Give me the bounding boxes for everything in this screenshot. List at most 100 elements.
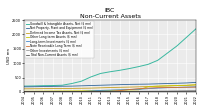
Note Receivable Long Term ($ mn) xyxy=(71,91,73,92)
Note Receivable Long Term ($ mn) xyxy=(185,87,188,88)
Total Non-Current Assets ($ mn) xyxy=(32,91,35,92)
Title: IBC
Non-Current Assets: IBC Non-Current Assets xyxy=(80,8,140,19)
Other Long-term Assets ($ mn) xyxy=(109,90,111,91)
Deferred Income Tax Assets, Net ($ mn) xyxy=(166,85,169,87)
Other Investments ($ mn) xyxy=(109,91,111,92)
Net Property, Plant and Equipment ($ mn) xyxy=(118,84,121,85)
Long-term Investments ($ mn) xyxy=(109,89,111,91)
Goodwill & Intangible Assets, Net ($ mn) xyxy=(176,45,178,47)
Deferred Income Tax Assets, Net ($ mn) xyxy=(195,84,197,85)
Total Non-Current Assets ($ mn) xyxy=(195,91,197,92)
Net Property, Plant and Equipment ($ mn) xyxy=(128,84,130,85)
Note Receivable Long Term ($ mn) xyxy=(61,91,63,92)
Other Investments ($ mn) xyxy=(99,91,102,92)
Total Non-Current Assets ($ mn) xyxy=(157,91,159,92)
Other Long-term Assets ($ mn) xyxy=(128,89,130,91)
Deferred Income Tax Assets, Net ($ mn) xyxy=(80,88,83,89)
Line: Other Long-term Assets ($ mn): Other Long-term Assets ($ mn) xyxy=(24,85,196,91)
Other Investments ($ mn) xyxy=(137,90,140,92)
Note Receivable Long Term ($ mn) xyxy=(99,91,102,92)
Other Investments ($ mn) xyxy=(90,91,92,92)
Goodwill & Intangible Assets, Net ($ mn) xyxy=(195,28,197,29)
Other Investments ($ mn) xyxy=(61,91,63,92)
Other Long-term Assets ($ mn) xyxy=(147,86,149,87)
Net Property, Plant and Equipment ($ mn) xyxy=(23,86,25,87)
Other Investments ($ mn) xyxy=(147,90,149,92)
Goodwill & Intangible Assets, Net ($ mn) xyxy=(109,71,111,72)
Deferred Income Tax Assets, Net ($ mn) xyxy=(71,88,73,89)
Other Investments ($ mn) xyxy=(80,91,83,92)
Other Investments ($ mn) xyxy=(42,91,44,92)
Net Property, Plant and Equipment ($ mn) xyxy=(71,85,73,87)
Long-term Investments ($ mn) xyxy=(90,90,92,92)
Long-term Investments ($ mn) xyxy=(32,91,35,92)
Net Property, Plant and Equipment ($ mn) xyxy=(90,85,92,86)
Deferred Income Tax Assets, Net ($ mn) xyxy=(23,88,25,89)
Deferred Income Tax Assets, Net ($ mn) xyxy=(118,87,121,88)
Other Long-term Assets ($ mn) xyxy=(137,89,140,90)
Line: Note Receivable Long Term ($ mn): Note Receivable Long Term ($ mn) xyxy=(24,87,196,92)
Goodwill & Intangible Assets, Net ($ mn) xyxy=(99,73,102,74)
Long-term Investments ($ mn) xyxy=(118,89,121,90)
Net Property, Plant and Equipment ($ mn) xyxy=(176,83,178,84)
Goodwill & Intangible Assets, Net ($ mn) xyxy=(128,68,130,69)
Note Receivable Long Term ($ mn) xyxy=(80,91,83,92)
Note Receivable Long Term ($ mn) xyxy=(51,91,54,92)
Note Receivable Long Term ($ mn) xyxy=(137,88,140,89)
Other Long-term Assets ($ mn) xyxy=(99,90,102,91)
Goodwill & Intangible Assets, Net ($ mn) xyxy=(61,85,63,86)
Net Property, Plant and Equipment ($ mn) xyxy=(157,83,159,84)
Line: Goodwill & Intangible Assets, Net ($ mn): Goodwill & Intangible Assets, Net ($ mn) xyxy=(24,29,196,86)
Deferred Income Tax Assets, Net ($ mn) xyxy=(61,88,63,89)
Net Property, Plant and Equipment ($ mn) xyxy=(80,85,83,86)
Net Property, Plant and Equipment ($ mn) xyxy=(137,84,140,85)
Total Non-Current Assets ($ mn) xyxy=(118,91,121,92)
Other Long-term Assets ($ mn) xyxy=(157,85,159,87)
Net Property, Plant and Equipment ($ mn) xyxy=(99,85,102,86)
Long-term Investments ($ mn) xyxy=(147,88,149,89)
Long-term Investments ($ mn) xyxy=(128,89,130,90)
Goodwill & Intangible Assets, Net ($ mn) xyxy=(157,60,159,61)
Deferred Income Tax Assets, Net ($ mn) xyxy=(90,87,92,89)
Other Long-term Assets ($ mn) xyxy=(32,90,35,92)
Note Receivable Long Term ($ mn) xyxy=(90,91,92,92)
Note Receivable Long Term ($ mn) xyxy=(23,91,25,92)
Note Receivable Long Term ($ mn) xyxy=(128,89,130,90)
Other Long-term Assets ($ mn) xyxy=(80,90,83,92)
Other Long-term Assets ($ mn) xyxy=(71,90,73,92)
Deferred Income Tax Assets, Net ($ mn) xyxy=(99,87,102,88)
Goodwill & Intangible Assets, Net ($ mn) xyxy=(32,85,35,87)
Y-axis label: USD mn: USD mn xyxy=(7,48,11,64)
Total Non-Current Assets ($ mn) xyxy=(99,91,102,92)
Other Investments ($ mn) xyxy=(157,90,159,92)
Long-term Investments ($ mn) xyxy=(23,91,25,92)
Other Long-term Assets ($ mn) xyxy=(42,90,44,92)
Other Investments ($ mn) xyxy=(32,91,35,92)
Total Non-Current Assets ($ mn) xyxy=(147,91,149,92)
Deferred Income Tax Assets, Net ($ mn) xyxy=(32,88,35,89)
Goodwill & Intangible Assets, Net ($ mn) xyxy=(137,66,140,67)
Note Receivable Long Term ($ mn) xyxy=(109,91,111,92)
Note Receivable Long Term ($ mn) xyxy=(147,87,149,89)
Other Investments ($ mn) xyxy=(176,90,178,92)
Goodwill & Intangible Assets, Net ($ mn) xyxy=(147,64,149,65)
Other Investments ($ mn) xyxy=(118,91,121,92)
Total Non-Current Assets ($ mn) xyxy=(109,91,111,92)
Other Long-term Assets ($ mn) xyxy=(166,85,169,86)
Deferred Income Tax Assets, Net ($ mn) xyxy=(157,86,159,87)
Goodwill & Intangible Assets, Net ($ mn) xyxy=(80,81,83,82)
Note Receivable Long Term ($ mn) xyxy=(195,86,197,88)
Note Receivable Long Term ($ mn) xyxy=(166,87,169,88)
Goodwill & Intangible Assets, Net ($ mn) xyxy=(51,85,54,86)
Goodwill & Intangible Assets, Net ($ mn) xyxy=(42,85,44,86)
Note Receivable Long Term ($ mn) xyxy=(157,87,159,88)
Deferred Income Tax Assets, Net ($ mn) xyxy=(42,88,44,89)
Other Investments ($ mn) xyxy=(195,90,197,91)
Long-term Investments ($ mn) xyxy=(176,87,178,88)
Long-term Investments ($ mn) xyxy=(99,90,102,91)
Total Non-Current Assets ($ mn) xyxy=(51,91,54,92)
Total Non-Current Assets ($ mn) xyxy=(137,91,140,92)
Note Receivable Long Term ($ mn) xyxy=(42,91,44,92)
Net Property, Plant and Equipment ($ mn) xyxy=(32,86,35,87)
Other Long-term Assets ($ mn) xyxy=(176,85,178,86)
